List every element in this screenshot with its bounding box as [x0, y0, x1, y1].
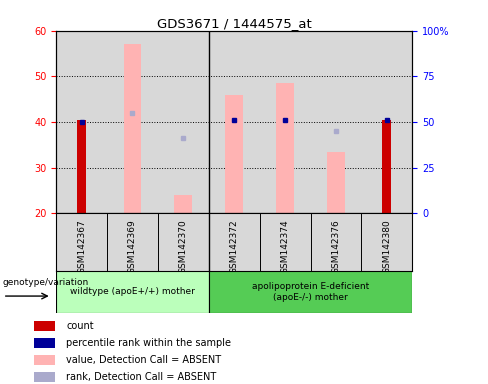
Text: count: count	[66, 321, 94, 331]
Text: wildtype (apoE+/+) mother: wildtype (apoE+/+) mother	[70, 287, 195, 296]
Bar	[174, 195, 192, 213]
Text: GSM142374: GSM142374	[281, 219, 290, 273]
Bar	[56, 31, 107, 213]
Text: genotype/variation: genotype/variation	[3, 278, 89, 287]
Text: percentile rank within the sample: percentile rank within the sample	[66, 338, 231, 348]
Bar	[34, 372, 55, 382]
Bar	[34, 338, 55, 348]
Text: value, Detection Call = ABSENT: value, Detection Call = ABSENT	[66, 355, 221, 365]
Bar	[260, 31, 310, 213]
Bar	[327, 152, 345, 213]
Text: GSM142380: GSM142380	[383, 219, 391, 274]
Bar	[34, 321, 55, 331]
Bar	[225, 94, 243, 213]
Bar	[382, 120, 391, 213]
Bar	[123, 45, 142, 213]
Text: apolipoprotein E-deficient
(apoE-/-) mother: apolipoprotein E-deficient (apoE-/-) mot…	[252, 282, 369, 301]
Text: GSM142367: GSM142367	[77, 219, 86, 274]
Text: GSM142376: GSM142376	[331, 219, 341, 274]
Bar	[209, 31, 260, 213]
Bar	[56, 271, 209, 313]
Text: rank, Detection Call = ABSENT: rank, Detection Call = ABSENT	[66, 372, 216, 382]
Text: GSM142369: GSM142369	[128, 219, 137, 274]
Bar	[362, 31, 412, 213]
Bar	[77, 120, 86, 213]
Bar	[276, 83, 294, 213]
Bar	[107, 31, 158, 213]
Text: GSM142372: GSM142372	[230, 219, 239, 273]
Bar	[310, 31, 362, 213]
Bar	[209, 271, 412, 313]
Title: GDS3671 / 1444575_at: GDS3671 / 1444575_at	[157, 17, 312, 30]
Bar	[34, 355, 55, 365]
Text: GSM142370: GSM142370	[179, 219, 188, 274]
Bar	[158, 31, 209, 213]
